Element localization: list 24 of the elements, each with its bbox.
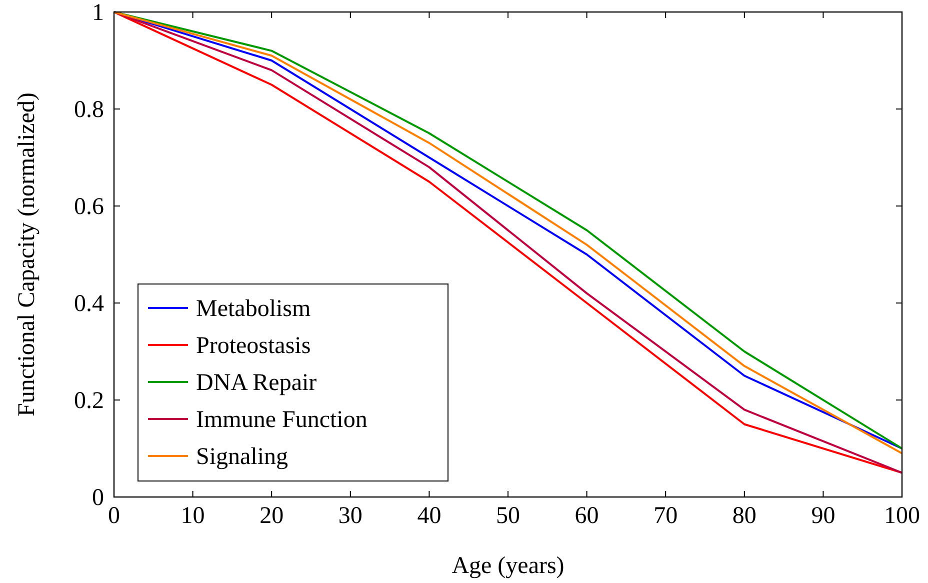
x-tick-label: 80 (732, 503, 756, 529)
x-tick-label: 60 (574, 503, 599, 529)
y-tick-label: 0.6 (74, 194, 104, 220)
y-axis-title: Functional Capacity (normalized) (14, 92, 40, 416)
x-axis-title: Age (years) (452, 553, 564, 579)
y-tick-label: 0.2 (74, 388, 104, 414)
x-tick-label: 10 (180, 503, 205, 529)
x-tick-label: 90 (811, 503, 836, 529)
x-tick-label: 30 (338, 503, 362, 529)
y-tick-label: 0 (92, 485, 104, 511)
x-tick-label: 0 (108, 503, 120, 529)
legend-label: Metabolism (196, 296, 311, 322)
legend-label: Proteostasis (196, 333, 311, 359)
y-tick-label: 0.4 (74, 291, 104, 317)
x-tick-label: 70 (654, 503, 678, 529)
legend-label: DNA Repair (196, 370, 317, 396)
legend-label: Immune Function (196, 407, 368, 433)
x-tick-label: 40 (417, 503, 442, 529)
y-tick-label: 0.8 (74, 97, 104, 123)
legend-label: Signaling (196, 444, 288, 470)
x-tick-label: 20 (260, 503, 284, 529)
y-tick-label: 1 (92, 0, 104, 26)
x-tick-label: 100 (884, 503, 920, 529)
x-tick-label: 50 (496, 503, 520, 529)
